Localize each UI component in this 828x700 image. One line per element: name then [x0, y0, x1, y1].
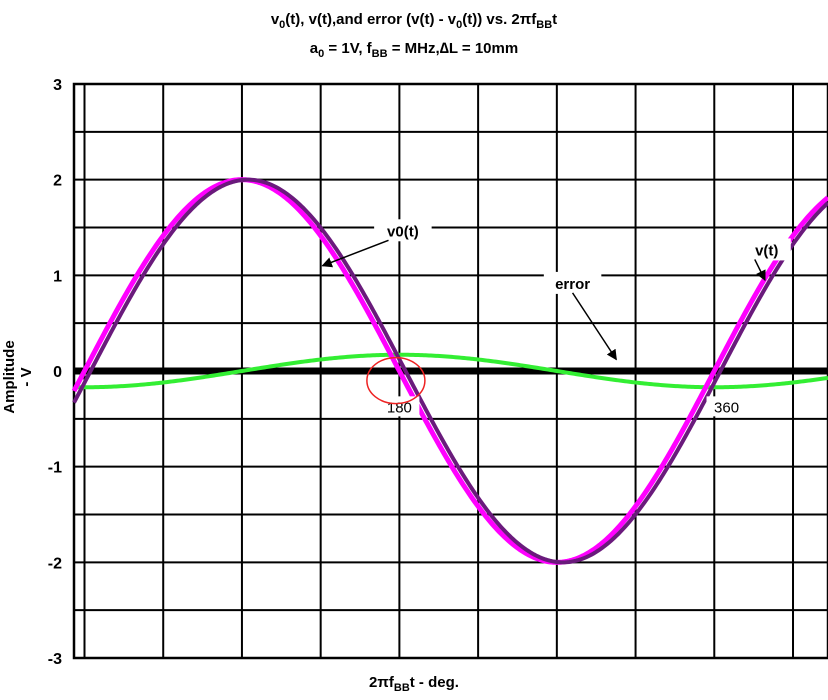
y-tick-label: -3 [48, 651, 62, 668]
title-line-1: v0(t), v(t),and error (v(t) - v0(t)) vs.… [270, 11, 558, 31]
annotation-arrow [321, 239, 389, 268]
annotation-label: v0(t) [387, 223, 419, 240]
y-tick-label: 2 [53, 173, 62, 190]
annotation-label-bg [374, 219, 432, 242]
chart-title: v0(t), v(t),and error (v(t) - v0(t)) vs.… [0, 8, 828, 66]
annotation-label-bg [742, 238, 791, 261]
y-tick-label: -2 [48, 555, 62, 572]
y-tick-label: 3 [53, 77, 62, 94]
annotation-arrow [754, 259, 766, 282]
y-tick-label: 0 [53, 364, 62, 381]
series-error-line [73, 352, 828, 390]
annotation-arrow [571, 292, 617, 361]
x-tick-label-bg [706, 396, 747, 417]
y-tick-label: -1 [48, 460, 62, 477]
y-axis-label: Amplitude - V [1, 340, 35, 414]
annotation-label-bg [543, 271, 602, 294]
title-line-2: a0 = 1V, fBB = MHz,∆L = 10mm [309, 40, 519, 60]
x-tick-label: 360 [714, 399, 739, 416]
series-v-line [72, 177, 828, 565]
annotation-label: error [555, 276, 590, 293]
annotation-label: v(t) [755, 242, 778, 259]
series-v0-line [71, 177, 828, 565]
x-axis-label: 2πfBBt - deg. [369, 674, 459, 694]
y-tick-label: 1 [53, 268, 62, 285]
highlight-circle [366, 356, 426, 405]
